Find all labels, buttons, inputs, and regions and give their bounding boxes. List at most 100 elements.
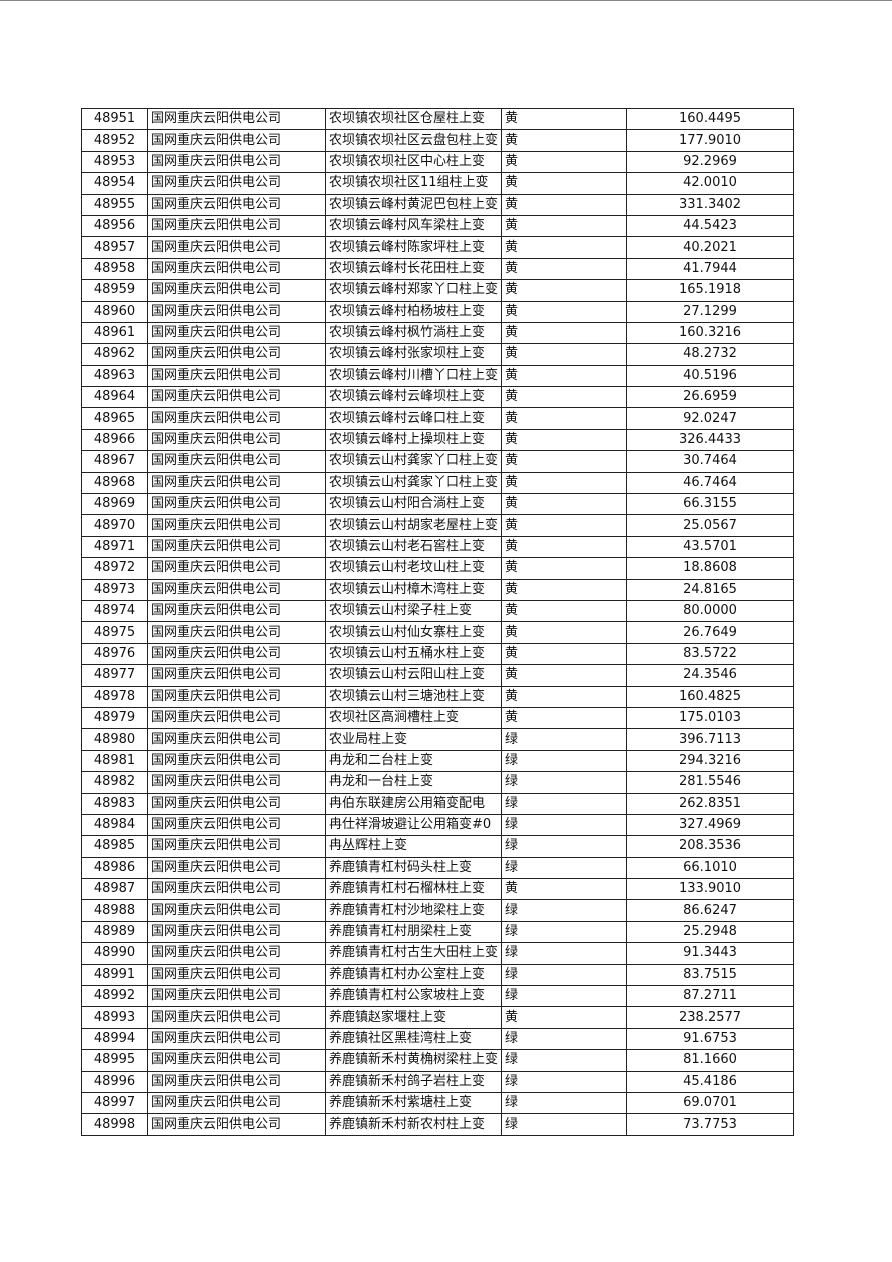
status-color: 黄 (501, 364, 628, 388)
transformer-name: 养鹿镇青杠村石榴林柱上变 (324, 878, 503, 901)
transformer-name: 养鹿镇社区黑桂湾柱上变 (324, 1027, 503, 1051)
value: 25.0567 (626, 514, 795, 537)
table-row: 48964 国网重庆云阳供电公司 农坝镇云峰村云峰坝柱上变黄 26.6959 (81, 386, 795, 409)
company-name: 国网重庆云阳供电公司 (147, 107, 326, 131)
table-row: 48969 国网重庆云阳供电公司 农坝镇云山村阳合淌柱上变黄 66.3155 (81, 493, 795, 516)
table-row: 48981 国网重庆云阳供电公司 冉龙和二台柱上变绿 294.3216 (81, 749, 795, 773)
value: 86.6247 (626, 899, 795, 922)
company-name: 国网重庆云阳供电公司 (147, 450, 326, 473)
transformer-name: 农坝镇云峰村长花田柱上变 (324, 257, 503, 281)
status-color: 黄 (501, 107, 628, 131)
status-color: 黄 (501, 279, 628, 302)
row-id: 48993 (81, 1006, 148, 1029)
status-color: 黄 (501, 386, 628, 409)
value: 133.9010 (626, 878, 795, 901)
value: 44.5423 (626, 214, 795, 238)
value: 27.1299 (626, 300, 795, 323)
transformer-name: 农坝镇云峰村张家坝柱上变 (324, 343, 503, 366)
status-color: 绿 (501, 963, 628, 987)
row-id: 48991 (81, 963, 148, 987)
company-name: 国网重庆云阳供电公司 (147, 771, 326, 794)
company-name: 国网重庆云阳供电公司 (147, 471, 326, 495)
status-color: 黄 (501, 236, 628, 259)
status-color: 黄 (501, 1006, 628, 1029)
table-row: 48983 国网重庆云阳供电公司 冉伯东联建房公用箱变配电绿 262.8351 (81, 792, 795, 815)
table-row: 48959 国网重庆云阳供电公司 农坝镇云峰村郑家丫口柱上变黄 165.1918 (81, 279, 795, 302)
value: 83.7515 (626, 963, 795, 987)
value: 81.1660 (626, 1049, 795, 1072)
transformer-name: 养鹿镇青杠村古生大田柱上变 (324, 942, 503, 965)
transformer-name: 农坝镇农坝社区仓屋柱上变 (324, 107, 503, 131)
table-row: 48992 国网重庆云阳供电公司 养鹿镇青杠村公家坡柱上变绿 87.2711 (81, 985, 795, 1008)
transformer-name: 农坝镇云峰村上操坝柱上变 (324, 428, 503, 452)
table-row: 48970 国网重庆云阳供电公司 农坝镇云山村胡家老屋柱上变黄 25.0567 (81, 514, 795, 537)
company-name: 国网重庆云阳供电公司 (147, 856, 326, 880)
status-color: 黄 (501, 706, 628, 730)
company-name: 国网重庆云阳供电公司 (147, 942, 326, 965)
table-row: 48962 国网重庆云阳供电公司 农坝镇云峰村张家坝柱上变黄 48.2732 (81, 343, 795, 366)
value: 238.2577 (626, 1006, 795, 1029)
transformer-name: 养鹿镇新禾村紫塘柱上变 (324, 1091, 503, 1115)
table-row: 48971 国网重庆云阳供电公司 农坝镇云山村老石窖柱上变黄 43.5701 (81, 535, 795, 559)
value: 175.0103 (626, 706, 795, 730)
company-name: 国网重庆云阳供电公司 (147, 1049, 326, 1072)
row-id: 48963 (81, 364, 148, 388)
value: 165.1918 (626, 279, 795, 302)
row-id: 48996 (81, 1070, 148, 1093)
table-row: 48987 国网重庆云阳供电公司 养鹿镇青杠村石榴林柱上变黄 133.9010 (81, 878, 795, 901)
status-color: 绿 (501, 899, 628, 922)
transformer-name: 农坝镇云山村阳合淌柱上变 (324, 493, 503, 516)
value: 30.7464 (626, 450, 795, 473)
status-color: 绿 (501, 749, 628, 773)
value: 69.0701 (626, 1091, 795, 1115)
transformer-name: 农坝镇云峰村川槽丫口柱上变 (324, 364, 503, 388)
status-color: 黄 (501, 514, 628, 537)
company-name: 国网重庆云阳供电公司 (147, 257, 326, 281)
transformer-name: 农坝镇云峰村枫竹淌柱上变 (324, 321, 503, 345)
table-row: 48996 国网重庆云阳供电公司 养鹿镇新禾村鸽子岩柱上变绿 45.4186 (81, 1070, 795, 1093)
table-row: 48975 国网重庆云阳供电公司 农坝镇云山村仙女寨柱上变黄 26.7649 (81, 621, 795, 644)
table-row: 48997 国网重庆云阳供电公司 养鹿镇新禾村紫塘柱上变绿 69.0701 (81, 1091, 795, 1115)
transformer-name: 养鹿镇赵家堰柱上变 (324, 1006, 503, 1029)
row-id: 48954 (81, 172, 148, 195)
status-color: 黄 (501, 257, 628, 281)
transformer-name: 养鹿镇青杠村朋梁柱上变 (324, 920, 503, 944)
value: 26.6959 (626, 386, 795, 409)
status-color: 黄 (501, 214, 628, 238)
transformer-name: 农坝镇云山村胡家老屋柱上变 (324, 514, 503, 537)
status-color: 绿 (501, 1091, 628, 1115)
table-row: 48953 国网重庆云阳供电公司 农坝镇农坝社区中心柱上变黄 92.2969 (81, 150, 795, 174)
transformer-name: 养鹿镇新禾村鸽子岩柱上变 (324, 1070, 503, 1093)
company-name: 国网重庆云阳供电公司 (147, 300, 326, 323)
company-name: 国网重庆云阳供电公司 (147, 150, 326, 174)
value: 73.7753 (626, 1113, 795, 1136)
company-name: 国网重庆云阳供电公司 (147, 557, 326, 580)
value: 48.2732 (626, 343, 795, 366)
row-id: 48988 (81, 899, 148, 922)
company-name: 国网重庆云阳供电公司 (147, 172, 326, 195)
company-name: 国网重庆云阳供电公司 (147, 985, 326, 1008)
status-color: 黄 (501, 450, 628, 473)
row-id: 48969 (81, 493, 148, 516)
transformer-name: 农坝镇云峰村郑家丫口柱上变 (324, 279, 503, 302)
row-id: 48976 (81, 642, 148, 666)
table-row: 48960 国网重庆云阳供电公司 农坝镇云峰村柏杨坡柱上变黄 27.1299 (81, 300, 795, 323)
company-name: 国网重庆云阳供电公司 (147, 664, 326, 687)
company-name: 国网重庆云阳供电公司 (147, 214, 326, 238)
row-id: 48979 (81, 706, 148, 730)
row-id: 48952 (81, 129, 148, 152)
table-row: 48995 国网重庆云阳供电公司 养鹿镇新禾村黄桷树梁柱上变绿 81.1660 (81, 1049, 795, 1072)
value: 46.7464 (626, 471, 795, 495)
company-name: 国网重庆云阳供电公司 (147, 493, 326, 516)
data-table: 48951 国网重庆云阳供电公司 农坝镇农坝社区仓屋柱上变黄 160.4495 4895… (81, 107, 795, 1136)
status-color: 绿 (501, 813, 628, 837)
value: 41.7944 (626, 257, 795, 281)
value: 326.4433 (626, 428, 795, 452)
status-color: 黄 (501, 535, 628, 559)
company-name: 国网重庆云阳供电公司 (147, 364, 326, 388)
transformer-name: 农坝镇农坝社区11组柱上变 (324, 172, 503, 195)
transformer-name: 农坝镇云山村仙女寨柱上变 (324, 621, 503, 644)
table-row: 48993 国网重庆云阳供电公司 养鹿镇赵家堰柱上变黄 238.2577 (81, 1006, 795, 1029)
company-name: 国网重庆云阳供电公司 (147, 920, 326, 944)
row-id: 48956 (81, 214, 148, 238)
